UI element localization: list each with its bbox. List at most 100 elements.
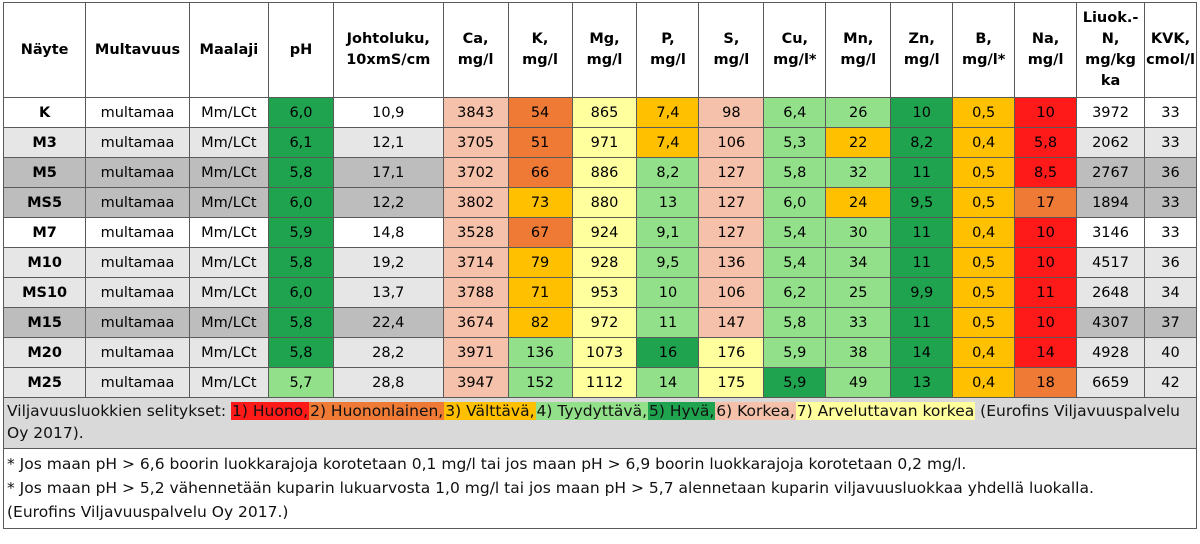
cell-phosphorus: 7,4: [636, 127, 700, 158]
cell-ph: 5,8: [267, 157, 334, 188]
cell-zinc: 11: [890, 307, 954, 338]
cell-zinc: 8,2: [890, 127, 954, 158]
cell-soil-organic: multamaa: [85, 187, 190, 218]
cell-phosphorus: 16: [636, 337, 700, 368]
cell-sample: M5: [2, 157, 87, 188]
cell-soil-type: Mm/LCt: [188, 97, 269, 128]
cell-cec: 33: [1144, 187, 1197, 218]
column-header-line: B,: [975, 31, 992, 47]
cell-sample: MS10: [2, 277, 87, 308]
cell-sulfur: 176: [698, 337, 765, 368]
cell-magnesium: 1112: [571, 367, 638, 398]
cell-soil-organic: multamaa: [85, 337, 190, 368]
cell-soil-type: Mm/LCt: [188, 127, 269, 158]
cell-magnesium: 972: [571, 307, 638, 338]
cell-boron: 0,4: [952, 127, 1016, 158]
cell-calcium: 3802: [442, 187, 509, 218]
cell-soluble-nitrogen: 6659: [1076, 367, 1146, 398]
cell-soluble-nitrogen: 2648: [1076, 277, 1146, 308]
cell-copper: 5,3: [763, 127, 827, 158]
column-header-line: Liuok.-: [1082, 10, 1139, 26]
cell-zinc: 11: [890, 217, 954, 248]
cell-manganese: 32: [825, 157, 892, 188]
cell-zinc: 13: [890, 367, 954, 398]
column-header-calcium: Ca, mg/l: [442, 2, 509, 98]
cell-conductivity: 17,1: [332, 157, 444, 188]
cell-sample: M10: [2, 247, 87, 278]
cell-conductivity: 12,1: [332, 127, 444, 158]
cell-cec: 33: [1144, 217, 1197, 248]
cell-soil-type: Mm/LCt: [188, 157, 269, 188]
cell-ph: 6,0: [267, 97, 334, 128]
column-header-line: Johtoluku,: [346, 31, 430, 47]
cell-manganese: 33: [825, 307, 892, 338]
column-header-soluble-nitrogen: Liuok.- N, mg/kg ka: [1076, 2, 1146, 98]
column-header-line: mg/l: [457, 52, 494, 68]
cell-soil-type: Mm/LCt: [188, 247, 269, 278]
column-header-phosphorus: P, mg/l: [636, 2, 700, 98]
cell-sulfur: 127: [698, 217, 765, 248]
cell-soil-organic: multamaa: [85, 127, 190, 158]
table-row: M5 multamaa Mm/LCt 5,8 17,1 3702 66 886 8,2 127 5,…: [2, 157, 1197, 188]
cell-calcium: 3788: [442, 277, 509, 308]
cell-cec: 42: [1144, 367, 1197, 398]
cell-soil-organic: multamaa: [85, 307, 190, 338]
cell-cec: 33: [1144, 97, 1197, 128]
cell-sodium: 11: [1014, 277, 1078, 308]
cell-calcium: 3947: [442, 367, 509, 398]
cell-sulfur: 136: [698, 247, 765, 278]
column-header-line: mg/l: [650, 52, 686, 68]
column-header-line: S,: [723, 31, 740, 47]
column-header-magnesium: Mg, mg/l: [571, 2, 638, 98]
table-row: M25 multamaa Mm/LCt 5,7 28,8 3947 152 1112 14 175…: [2, 367, 1197, 398]
cell-magnesium: 928: [571, 247, 638, 278]
table-header-row: Näyte Multavuus Maalaji pH Johtoluku, 10xmS/c…: [2, 2, 1197, 98]
column-header-line: mg/l: [586, 52, 623, 68]
cell-potassium: 73: [507, 187, 573, 218]
cell-copper: 5,8: [763, 307, 827, 338]
cell-ph: 5,8: [267, 247, 334, 278]
column-header-line: mg/l: [713, 52, 750, 68]
table-row: MS10 multamaa Mm/LCt 6,0 13,7 3788 71 953 10 106 6…: [2, 277, 1197, 308]
cell-cec: 36: [1144, 247, 1197, 278]
cell-sample: M15: [2, 307, 87, 338]
cell-boron: 0,5: [952, 187, 1016, 218]
cell-soluble-nitrogen: 2062: [1076, 127, 1146, 158]
column-header-sulfur: S, mg/l: [698, 2, 765, 98]
column-header-line: mg/l*: [773, 52, 817, 68]
column-header-line: Maalaji: [199, 41, 259, 58]
cell-zinc: 11: [890, 247, 954, 278]
legend-item-arveluttava: 7) Arveluttavan korkea: [795, 402, 976, 420]
cell-sodium: 10: [1014, 97, 1078, 128]
cell-soluble-nitrogen: 2767: [1076, 157, 1146, 188]
column-header-line: 10xmS/cm: [346, 52, 431, 68]
cell-sodium: 8,5: [1014, 157, 1078, 188]
cell-magnesium: 1073: [571, 337, 638, 368]
cell-sulfur: 175: [698, 367, 765, 398]
cell-conductivity: 10,9: [332, 97, 444, 128]
cell-sodium: 17: [1014, 187, 1078, 218]
cell-calcium: 3843: [442, 97, 509, 128]
cell-ph: 5,8: [267, 307, 334, 338]
column-header-line: Ca,: [462, 31, 489, 47]
cell-magnesium: 971: [571, 127, 638, 158]
cell-sulfur: 106: [698, 277, 765, 308]
column-header-line: Na,: [1031, 31, 1060, 47]
table-row: M3 multamaa Mm/LCt 6,1 12,1 3705 51 971 7,4 106 5,…: [2, 127, 1197, 158]
cell-phosphorus: 13: [636, 187, 700, 218]
grade-legend: Viljavuusluokkien selitykset: 1) Huono, 2…: [3, 398, 1197, 449]
cell-cec: 34: [1144, 277, 1197, 308]
cell-soil-organic: multamaa: [85, 367, 190, 398]
cell-soluble-nitrogen: 3972: [1076, 97, 1146, 128]
cell-copper: 5,9: [763, 367, 827, 398]
cell-phosphorus: 8,2: [636, 157, 700, 188]
column-header-line: Näyte: [20, 41, 69, 58]
cell-zinc: 10: [890, 97, 954, 128]
cell-potassium: 66: [507, 157, 573, 188]
cell-soluble-nitrogen: 4307: [1076, 307, 1146, 338]
table-row: M15 multamaa Mm/LCt 5,8 22,4 3674 82 972 11 147 5,…: [2, 307, 1197, 338]
cell-sodium: 10: [1014, 247, 1078, 278]
cell-soil-organic: multamaa: [85, 97, 190, 128]
